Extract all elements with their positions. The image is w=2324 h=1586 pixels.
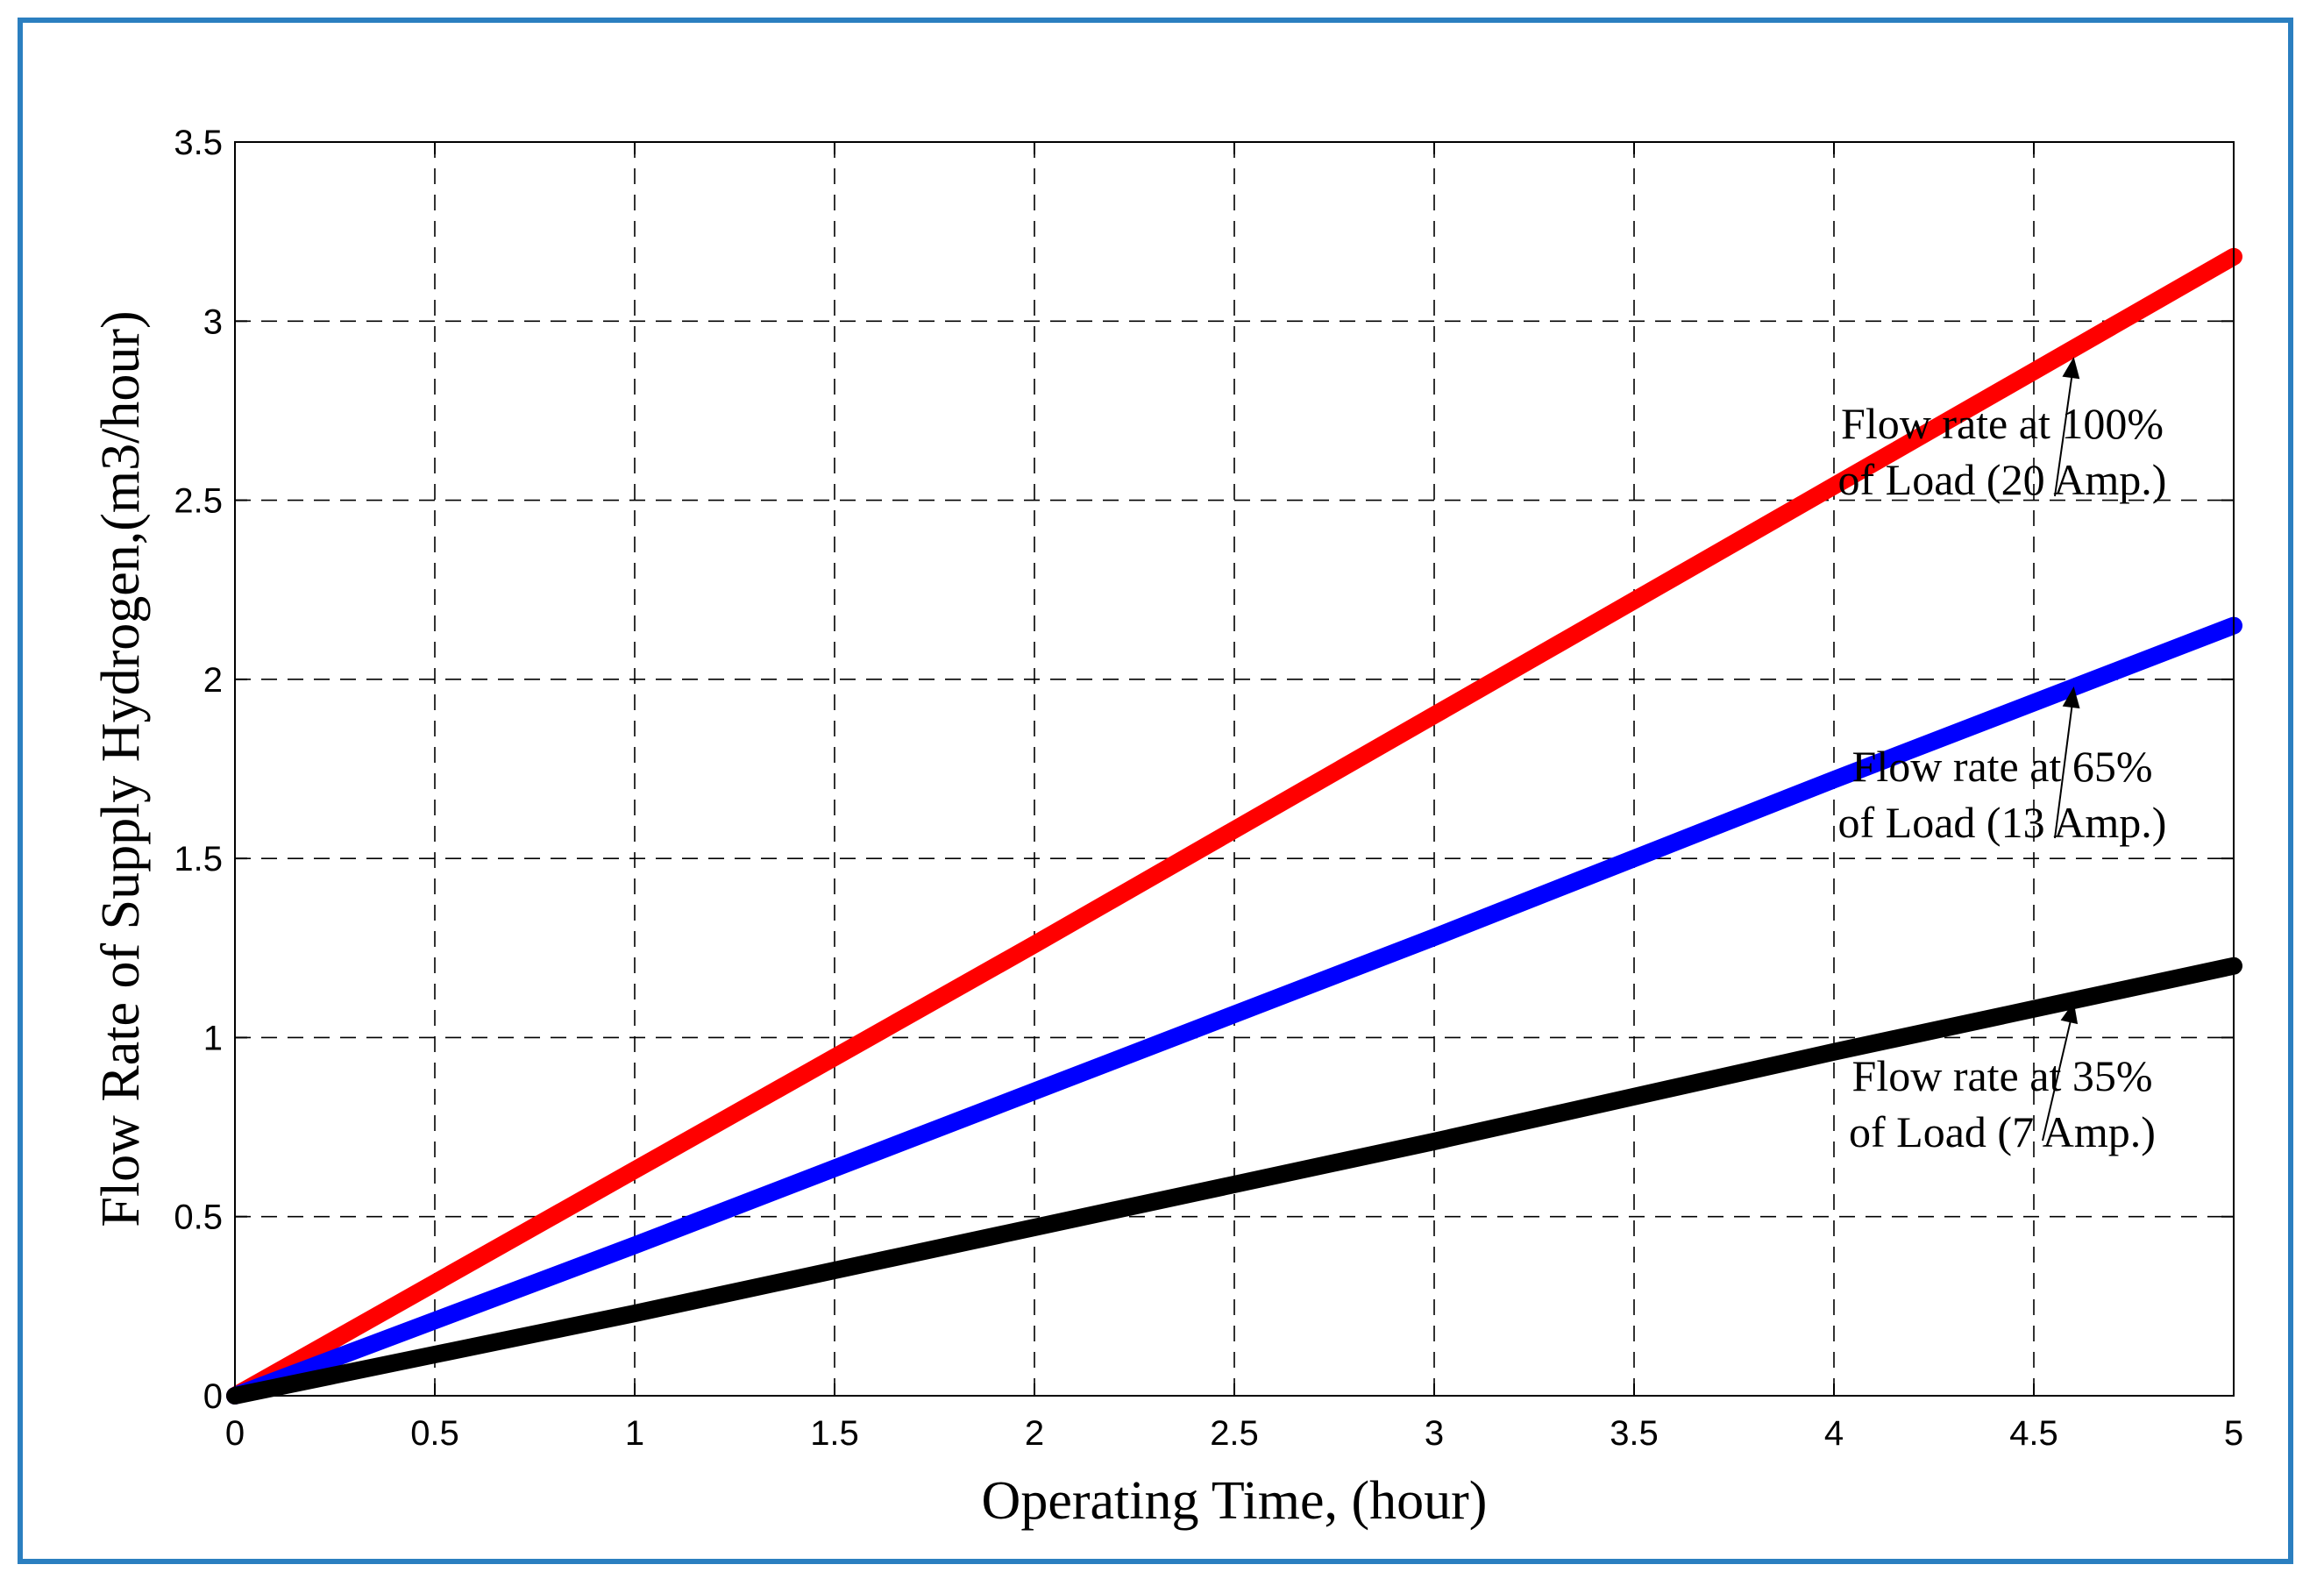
y-axis-label: Flow Rate of Supply Hydrogen,(m3/hour) xyxy=(91,310,151,1227)
annotation: Flow rate at 35% of Load (7 Amp.) xyxy=(1849,1001,2156,1156)
y-tick-label: 3 xyxy=(203,302,223,341)
series-point xyxy=(1031,1223,1038,1231)
annotation-text: of Load (13 Amp.) xyxy=(1838,798,2167,847)
annotations: Flow rate at 100%of Load (20 Amp.)Flow r… xyxy=(1838,357,2167,1156)
y-tick-label: 1.5 xyxy=(174,840,223,878)
series-point xyxy=(1431,1137,1438,1145)
annotation-arrow xyxy=(2054,691,2075,839)
annotation-text: Flow rate at 65% xyxy=(1852,742,2153,791)
annotation-arrow xyxy=(2054,362,2075,497)
chart: 0 0.5 1 1.5 2 2.5 3 3.5 4 4.5 5 0 0.5 1 1.5 2 2.5 3 3.5 Fl… xyxy=(91,124,2243,1531)
y-tick-label: 1 xyxy=(203,1019,223,1057)
annotation-text: Flow rate at 35% xyxy=(1852,1051,2153,1100)
figure-frame: 0 0.5 1 1.5 2 2.5 3 3.5 4 4.5 5 0 0.5 1 1.5 2 2.5 3 3.5 Fl… xyxy=(18,18,2293,1564)
series-point xyxy=(1830,776,1837,784)
annotation: Flow rate at 100% of Load (20 Amp.) xyxy=(1838,357,2167,504)
x-tick-label: 0.5 xyxy=(410,1414,459,1453)
y-tick-label: 3.5 xyxy=(174,124,223,162)
series-point xyxy=(631,1166,638,1174)
y-tick-label: 2 xyxy=(203,661,223,700)
y-tick-label: 2.5 xyxy=(174,482,223,521)
series-point xyxy=(1431,934,1438,942)
series-line-3 xyxy=(226,957,2242,1405)
series-point xyxy=(1431,711,1438,719)
x-tick-label: 4.5 xyxy=(2009,1414,2058,1453)
x-tick-label: 5 xyxy=(2224,1414,2243,1453)
series-point xyxy=(631,1310,638,1318)
x-axis-label: Operating Time, (hour) xyxy=(982,1471,1488,1531)
series-point xyxy=(1031,1087,1038,1095)
arrow-head xyxy=(2060,1001,2079,1025)
series-point xyxy=(1031,941,1038,949)
annotation-arrow xyxy=(2042,1006,2075,1141)
annotation-text: Flow rate at 100% xyxy=(1841,399,2164,448)
x-tick-label: 4 xyxy=(1824,1414,1844,1453)
series-line-1 xyxy=(226,247,2242,1405)
series-line-2 xyxy=(226,616,2242,1405)
arrow-head xyxy=(2062,686,2080,709)
arrow-head xyxy=(2062,357,2080,380)
x-tick-label: 1.5 xyxy=(810,1414,859,1453)
x-tick-label: 3.5 xyxy=(1610,1414,1659,1453)
annotation-text: of Load (20 Amp.) xyxy=(1838,455,2167,504)
x-tick-label: 1 xyxy=(625,1414,644,1453)
y-tick-label: 0.5 xyxy=(174,1198,223,1237)
ticks: 0 0.5 1 1.5 2 2.5 3 3.5 4 4.5 5 0 0.5 1 1.5 2 2.5 3 3.5 xyxy=(174,124,2243,1453)
series-layer xyxy=(226,247,2242,1405)
annotation-text: of Load (7 Amp.) xyxy=(1849,1107,2156,1156)
x-tick-label: 2.5 xyxy=(1210,1414,1259,1453)
x-tick-label: 0 xyxy=(225,1414,245,1453)
annotation: Flow rate at 65% of Load (13 Amp.) xyxy=(1838,686,2167,847)
series-point xyxy=(631,1241,638,1249)
y-tick-label: 0 xyxy=(203,1377,223,1416)
series-point xyxy=(1830,1048,1837,1056)
x-tick-label: 2 xyxy=(1025,1414,1044,1453)
x-tick-label: 3 xyxy=(1425,1414,1444,1453)
series-point xyxy=(1830,482,1837,490)
